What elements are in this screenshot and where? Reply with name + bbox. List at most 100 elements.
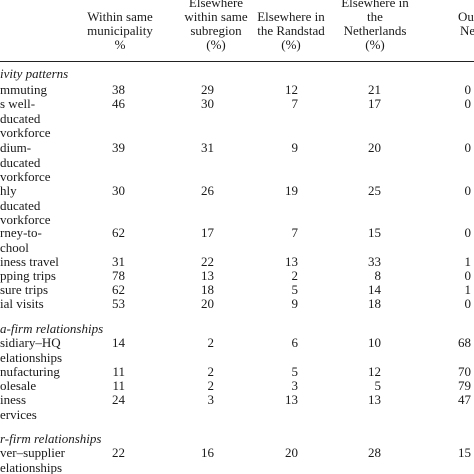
table-cell: 2 (207, 378, 215, 393)
table-cell: 20 (368, 140, 381, 155)
table-cell: 5 (374, 378, 382, 393)
table-cell: 2 (207, 364, 215, 379)
table-cell: 0 (464, 140, 472, 155)
row-label-line: elationships (0, 459, 63, 474)
table-cell: 12 (368, 364, 381, 379)
column-header-line: (%) (365, 37, 385, 52)
table-cell: 30 (112, 183, 125, 198)
table-cell: 17 (368, 96, 381, 111)
table-cell: 6 (291, 335, 299, 350)
table-cell: 46 (112, 96, 125, 111)
table-cell: 0 (464, 82, 472, 97)
column-header-line: Outside (458, 9, 474, 24)
table-cell: 8 (374, 268, 382, 283)
column-header-line: within same (184, 9, 248, 24)
column-header-outside-netherlands: Outside Netherla (424, 10, 474, 38)
row-label-line: hly (0, 183, 17, 198)
row-label-highly-educated: hly ducated vorkforce (0, 183, 51, 228)
row-label-line: olesale (0, 378, 37, 393)
column-header-line: the Randstad (257, 23, 325, 38)
row-label-line: ervices (0, 406, 37, 422)
table-cell: 0 (464, 268, 472, 283)
row-label-line: ducated (0, 154, 41, 170)
column-header-line: municipality (87, 23, 153, 38)
table-cell: 10 (368, 335, 381, 350)
table-cell: 17 (201, 225, 214, 240)
column-header-line: Elsewhere in (257, 9, 325, 24)
table-cell: 13 (285, 254, 298, 269)
table-cell: 0 (464, 183, 472, 198)
column-header-line: Netherlands (343, 23, 407, 38)
table-cell: 33 (368, 254, 381, 269)
column-header-line: Netherla (460, 23, 474, 38)
table-cell: 25 (368, 183, 381, 198)
table-cell: 0 (464, 96, 472, 111)
table-cell: 13 (368, 392, 381, 407)
table-cell: 22 (112, 445, 125, 460)
column-header-line: subregion (190, 23, 242, 38)
table-cell: 3 (291, 378, 299, 393)
table-cell: 31 (201, 140, 214, 155)
row-label-line: sure trips (0, 282, 49, 297)
table-cell: 0 (464, 225, 472, 240)
row-label-line: elationships (0, 349, 63, 365)
row-label-line: s well- (0, 96, 36, 111)
column-header-line: % (114, 37, 126, 52)
table-cell: 5 (291, 364, 299, 379)
table-cell: 14 (112, 335, 125, 350)
row-label-leisure-trips: sure trips (0, 282, 49, 298)
table-cell: 2 (207, 335, 215, 350)
table-cell: 1 (464, 282, 472, 297)
table-cell: 19 (285, 183, 298, 198)
table-cell: 47 (458, 392, 471, 407)
column-header-line: (%) (281, 37, 301, 52)
row-label-line: ver–supplier (0, 445, 65, 460)
table-cell: 15 (458, 445, 471, 460)
table-cell: 5 (291, 282, 299, 297)
row-label-line: pping trips (0, 268, 56, 283)
row-label-social-visits: ial visits (0, 296, 44, 312)
table-cell: 7 (291, 225, 299, 240)
table-cell: 9 (291, 296, 299, 311)
table-cell: 62 (112, 225, 125, 240)
table-cell: 18 (368, 296, 381, 311)
table-cell: 28 (368, 445, 381, 460)
row-label-line: vorkforce (0, 169, 51, 184)
table-cell: 26 (201, 183, 214, 198)
table-cell: 11 (112, 364, 125, 379)
column-header-line: Within same (87, 9, 153, 24)
table-cell: 7 (291, 96, 299, 111)
table-cell: 68 (458, 335, 471, 350)
row-label-business-travel: iness travel (0, 254, 59, 270)
table-cell: 30 (201, 96, 214, 111)
section-title-inter-firm: r-firm relationships (0, 431, 102, 446)
row-label-line: iness travel (0, 254, 59, 269)
column-header-within-subregion: Elsewhere within same subregion (%) (168, 0, 264, 52)
table-cell: 0 (464, 296, 472, 311)
row-label-buyer-supplier: ver–supplier elationships (0, 445, 65, 474)
column-header-line: Elsewhere (188, 0, 244, 10)
row-label-less-educated: s well- ducated vorkforce (0, 96, 51, 141)
table-cell: 20 (285, 445, 298, 460)
column-header-line: (%) (206, 37, 226, 52)
row-label-line: chool (0, 239, 29, 255)
row-label-journey-to-school: rney-to- chool (0, 225, 42, 255)
row-label-line: nufacturing (0, 364, 60, 379)
section-title-intra-firm: a-firm relationships (0, 321, 104, 336)
table-cell: 38 (112, 82, 125, 97)
table-cell: 21 (368, 82, 381, 97)
table-cell: 20 (201, 296, 214, 311)
table-cell: 18 (201, 282, 214, 297)
row-label-manufacturing: nufacturing (0, 364, 60, 380)
table-cell: 79 (458, 378, 471, 393)
section-title-activity-patterns: ivity patterns (0, 66, 69, 81)
row-label-medium-educated: dium- ducated vorkforce (0, 140, 51, 185)
column-header-netherlands: Elsewhere in the Netherlands (%) (333, 0, 417, 52)
row-label-line: dium- (0, 140, 32, 155)
table-cell: 29 (201, 82, 214, 97)
row-label-line: ducated (0, 110, 41, 126)
row-label-line: vorkforce (0, 212, 51, 227)
table-cell: 13 (285, 392, 298, 407)
column-header-randstad: Elsewhere in the Randstad (%) (248, 10, 334, 52)
